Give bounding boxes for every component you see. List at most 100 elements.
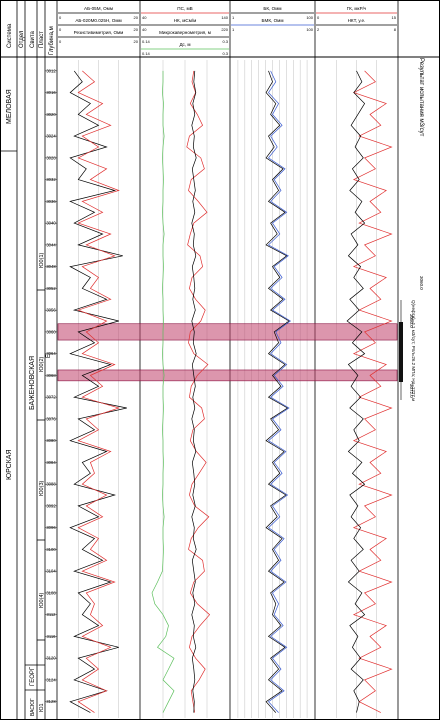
curve-header-max: 0.3 (222, 39, 228, 44)
curve-header-min: 40 (142, 27, 147, 32)
depth-label: 3016 (46, 90, 56, 95)
curve-header-name: Микрокавернометрия, м (159, 30, 211, 35)
depth-label: 3124 (46, 677, 56, 682)
curve-header-name: Резистивиметрия, Омм (74, 30, 124, 35)
system-label-cretaceous: МЕЛОВАЯ (6, 89, 13, 124)
curve-дс-м (151, 70, 175, 713)
horizon-label-1: Ю0(1) (39, 252, 45, 268)
test-scale-mid: 3060.0 (419, 276, 424, 290)
depth-label: 3116 (46, 634, 56, 639)
curve-header-name: НКТ, у.е. (348, 18, 366, 23)
depth-label: 3088 (46, 482, 56, 487)
curve-нкт-у-е- (346, 70, 366, 713)
curve-header-min: 0.14 (142, 51, 151, 56)
curve-header-name: ПС, мВ (177, 6, 192, 11)
curve-header-name: БК, Омм (263, 6, 281, 11)
suite-label-bazhenov: БАЖЕНОВСКАЯ (29, 356, 36, 410)
depth-label: 3092 (46, 503, 56, 508)
curve-header-name: ГК, мкР/ч (347, 6, 367, 11)
marker-label: Е (46, 354, 52, 358)
curve-header-min: 0.14 (142, 39, 151, 44)
stratigraphy: МЕЛОВАЯ ЮРСКАЯ БАЖЕНОВСКАЯ ГЕОРГ ВАСЮГ Ю… (0, 89, 52, 716)
depth-label: 3064 (46, 351, 56, 356)
depth-label: 3032 (46, 177, 56, 182)
test-scale-bottom: 3072.0 (409, 384, 414, 398)
depth-label: 3048 (46, 264, 56, 269)
highlight-band (57, 369, 398, 382)
curve-header-min: 0 (59, 15, 62, 20)
curve-гк-мкр-ч (352, 70, 393, 713)
track-grid (78, 60, 377, 718)
header-depth: Глубина,м (49, 26, 55, 55)
depth-label: 3096 (46, 525, 56, 530)
depth-label: 3100 (46, 547, 56, 552)
curve-header-name: AБ-020М0.025Н, Омм (75, 18, 121, 23)
curve-header-min: 2 (317, 27, 320, 32)
curve-header-max: 100 (306, 27, 313, 32)
curve-header-min: 0 (59, 27, 62, 32)
depth-label: 3036 (46, 199, 56, 204)
depth-label: 3056 (46, 308, 56, 313)
curve-header-max: 15 (392, 15, 397, 20)
depth-label: 3024 (46, 134, 56, 139)
depth-label: 3128 (46, 699, 56, 704)
depth-label: 3120 (46, 656, 56, 661)
curve-header-max: 140 (221, 15, 228, 20)
header-results: Результат испытания м3/сут (418, 58, 424, 137)
depth-label: 3012 (46, 68, 56, 73)
depth-label: 3084 (46, 460, 56, 465)
header-suite: Свита (30, 30, 36, 48)
depth-label: 3072 (46, 395, 56, 400)
horizon-label-2: Ю0(2) (39, 356, 45, 372)
curve-header-name: AБ-05М, Омм (84, 6, 113, 11)
curve-header-min: 0 (59, 39, 62, 44)
depth-label: 3060 (46, 329, 56, 334)
column-dividers (16, 0, 399, 720)
curve-header-min: 1 (232, 27, 235, 32)
curve-бк-омм (265, 70, 290, 713)
curve-header-min: 40 (142, 15, 147, 20)
log-curves (69, 70, 393, 713)
depth-label: 3108 (46, 590, 56, 595)
highlighted-intervals (57, 323, 398, 382)
curve-aб-05м-омм (69, 70, 127, 713)
curve-header-name: НК, мСм/м (174, 18, 197, 23)
horizon-label-4: Ю0(4) (39, 592, 45, 608)
test-result-panel: 3050.0 3060.0 3072.0 Q(нефти)=4.1 м3/сут… (399, 276, 424, 401)
curve-header-max: 20 (134, 27, 139, 32)
depth-label: 3028 (46, 155, 56, 160)
curve-header-max: 100 (306, 15, 313, 20)
curve-header-max: 20 (134, 15, 139, 20)
curve-header-max: 220 (221, 27, 228, 32)
curve-нк-мсм-м (191, 70, 197, 713)
test-scale-top: 3050.0 (409, 314, 414, 328)
curve-aб-020м0-025н-омм (77, 70, 120, 713)
depth-label: 3080 (46, 438, 56, 443)
suite-label-georg: ГЕОРГ (30, 666, 36, 686)
curve-header-max: 8 (394, 27, 397, 32)
curve-header-min: 0 (317, 15, 320, 20)
system-label-jurassic: ЮРСКАЯ (6, 449, 13, 480)
curve-header-max: 20 (134, 39, 139, 44)
depth-label: 3044 (46, 242, 56, 247)
depth-label: 3020 (46, 112, 56, 117)
highlight-band (57, 323, 398, 341)
depth-label: 3040 (46, 221, 56, 226)
curve-бмк-омм (267, 70, 292, 713)
depth-label: 3076 (46, 416, 56, 421)
curve-header-min: 1 (232, 15, 235, 20)
header-horizon: Пласт (39, 31, 45, 48)
depth-label: 3104 (46, 569, 56, 574)
test-result-bar (399, 322, 403, 382)
column-headers: Система Отдел Свита Пласт Глубина,м Резу… (7, 23, 424, 136)
depth-labels: 3012 3016 3020 3024 3028 3032 3036 3040 3044 3048… (45, 68, 57, 704)
header-stage: Отдел (19, 30, 25, 48)
depth-label: 3112 (46, 612, 56, 617)
horizon-label-3: Ю0(3) (39, 480, 45, 496)
depth-label: 3052 (46, 286, 56, 291)
curve-header-max: 0.3 (222, 51, 228, 56)
depth-label: 3068 (46, 373, 56, 378)
